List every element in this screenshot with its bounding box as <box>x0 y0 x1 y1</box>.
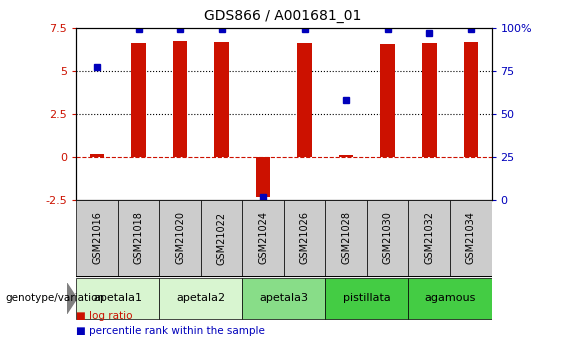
Bar <box>325 200 367 276</box>
Bar <box>380 44 395 157</box>
Text: GSM21024: GSM21024 <box>258 211 268 265</box>
Bar <box>256 157 271 197</box>
Bar <box>214 42 229 157</box>
Bar <box>159 200 201 276</box>
Text: GSM21022: GSM21022 <box>216 211 227 265</box>
Bar <box>131 43 146 157</box>
Text: ■ percentile rank within the sample: ■ percentile rank within the sample <box>76 326 265 336</box>
Text: GSM21016: GSM21016 <box>92 211 102 264</box>
Bar <box>284 200 325 276</box>
Bar <box>325 278 408 319</box>
Bar <box>242 200 284 276</box>
Bar <box>242 278 325 319</box>
Bar <box>76 200 118 276</box>
Bar <box>297 43 312 157</box>
Text: GDS866 / A001681_01: GDS866 / A001681_01 <box>204 9 361 23</box>
Bar <box>173 41 188 157</box>
Text: GSM21032: GSM21032 <box>424 211 434 265</box>
Text: GSM21018: GSM21018 <box>133 211 144 264</box>
Text: GSM21026: GSM21026 <box>299 211 310 265</box>
Text: apetala3: apetala3 <box>259 294 308 303</box>
Text: pistillata: pistillata <box>343 294 391 303</box>
Bar <box>159 278 242 319</box>
Bar <box>339 155 354 157</box>
Text: agamous: agamous <box>424 294 476 303</box>
Text: genotype/variation: genotype/variation <box>6 294 105 303</box>
Text: GSM21030: GSM21030 <box>383 211 393 264</box>
Text: apetala1: apetala1 <box>93 294 142 303</box>
Text: GSM21028: GSM21028 <box>341 211 351 265</box>
Bar <box>450 200 492 276</box>
Text: apetala2: apetala2 <box>176 294 225 303</box>
Bar <box>408 200 450 276</box>
Bar <box>76 278 159 319</box>
Bar <box>118 200 159 276</box>
Bar <box>90 155 105 157</box>
Bar <box>201 200 242 276</box>
Text: GSM21020: GSM21020 <box>175 211 185 265</box>
Bar <box>422 43 437 157</box>
Polygon shape <box>67 283 77 314</box>
Text: ■ log ratio: ■ log ratio <box>76 311 133 321</box>
Bar <box>367 200 408 276</box>
Bar <box>463 42 478 157</box>
Text: GSM21034: GSM21034 <box>466 211 476 264</box>
Bar <box>408 278 492 319</box>
